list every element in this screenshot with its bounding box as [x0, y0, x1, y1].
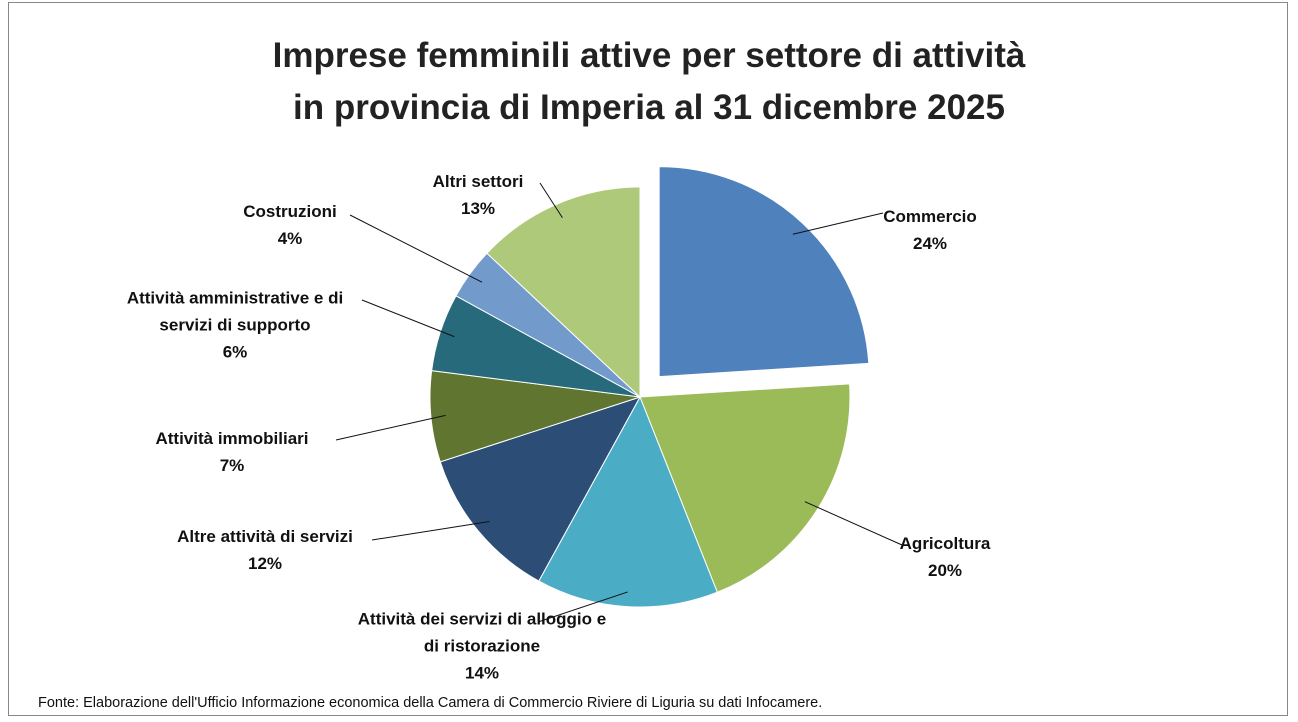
slice-label: Commercio 24%: [850, 203, 1010, 257]
category-label: Costruzioni: [243, 202, 337, 221]
slice-label: Attività immobiliari 7%: [122, 425, 342, 479]
pie-slice: [639, 383, 851, 593]
value-label: 7%: [219, 456, 245, 475]
category-label: Attività dei servizi di alloggio e di ri…: [357, 609, 607, 656]
category-label: Attività immobiliari: [155, 429, 309, 448]
value-label: 14%: [464, 663, 500, 683]
category-label: Attività amministrative e di servizi di …: [126, 288, 344, 335]
leader-line: [349, 214, 483, 283]
value-label: 12%: [247, 554, 283, 573]
title-line: in provincia di Imperia al 31 dicembre 2…: [293, 88, 1005, 127]
pie-slice: [486, 186, 641, 399]
leader-line: [335, 414, 446, 441]
leader-line: [792, 212, 884, 235]
leader-line: [371, 520, 490, 541]
leader-line: [804, 501, 903, 546]
value-label: 24%: [912, 234, 948, 253]
slice-label: Attività amministrative e di servizi di …: [100, 285, 370, 366]
pie-slice: [658, 166, 870, 378]
category-label: Altri settori: [432, 172, 524, 191]
category-label: Agricoltura: [899, 534, 991, 553]
value-label: 6%: [222, 342, 248, 362]
slice-label: Attività dei servizi di alloggio e di ri…: [352, 606, 612, 687]
slice-label: Costruzioni 4%: [210, 198, 370, 252]
title-line: Imprese femminili attive per settore di …: [272, 36, 1026, 75]
pie-slice: [538, 395, 718, 608]
leader-line: [539, 182, 563, 219]
category-label: Altre attività di servizi: [177, 527, 353, 546]
category-label: Commercio: [883, 207, 977, 226]
leader-line: [361, 299, 455, 338]
source-note: Fonte: Elaborazione dell'Ufficio Informa…: [38, 695, 823, 711]
chart-title: Imprese femminili attive per settore di …: [0, 30, 1298, 134]
slice-label: Altri settori 13%: [398, 168, 558, 222]
pie-slice: [439, 396, 642, 582]
value-label: 13%: [460, 199, 496, 218]
value-label: 4%: [277, 229, 303, 248]
slice-label: Altre attività di servizi 12%: [145, 523, 385, 577]
value-label: 20%: [927, 561, 963, 580]
slice-label: Agricoltura 20%: [865, 530, 1025, 584]
leader-line: [537, 591, 628, 623]
chart-border: [8, 2, 1288, 716]
